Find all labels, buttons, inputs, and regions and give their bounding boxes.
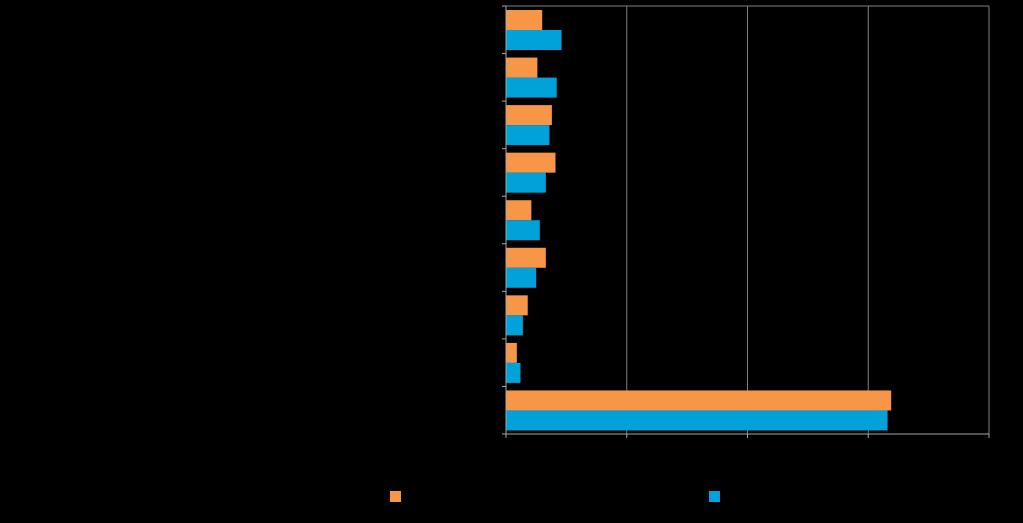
bar-series-1-category-8 (506, 342, 517, 363)
legend-item-series-1 (390, 491, 407, 502)
legend-swatch-series-1 (390, 491, 401, 502)
bar-series-2-category-4 (506, 172, 546, 193)
bar-series-1-category-1 (506, 10, 543, 30)
bar-series-1-category-4 (506, 152, 556, 173)
bar-series-2-category-9 (506, 410, 888, 431)
bar-series-2-category-8 (506, 362, 521, 383)
bar-series-2-category-1 (506, 30, 562, 50)
bar-series-1-category-9 (506, 390, 892, 411)
bar-series-1-category-2 (506, 57, 538, 78)
legend-swatch-series-2 (709, 491, 720, 502)
bar-series-1-category-5 (506, 200, 532, 221)
bar-series-1-category-3 (506, 105, 552, 126)
legend-item-series-2 (709, 491, 726, 502)
bar-series-2-category-7 (506, 315, 523, 336)
bar-series-1-category-6 (506, 247, 546, 268)
bar-series-2-category-5 (506, 220, 540, 241)
bar-series-1-category-7 (506, 295, 528, 316)
bar-series-2-category-3 (506, 125, 550, 146)
gridlines (506, 5, 990, 434)
bar-series-2-category-6 (506, 267, 537, 288)
bars (506, 10, 892, 431)
bar-series-2-category-2 (506, 77, 557, 98)
axes (502, 5, 990, 438)
